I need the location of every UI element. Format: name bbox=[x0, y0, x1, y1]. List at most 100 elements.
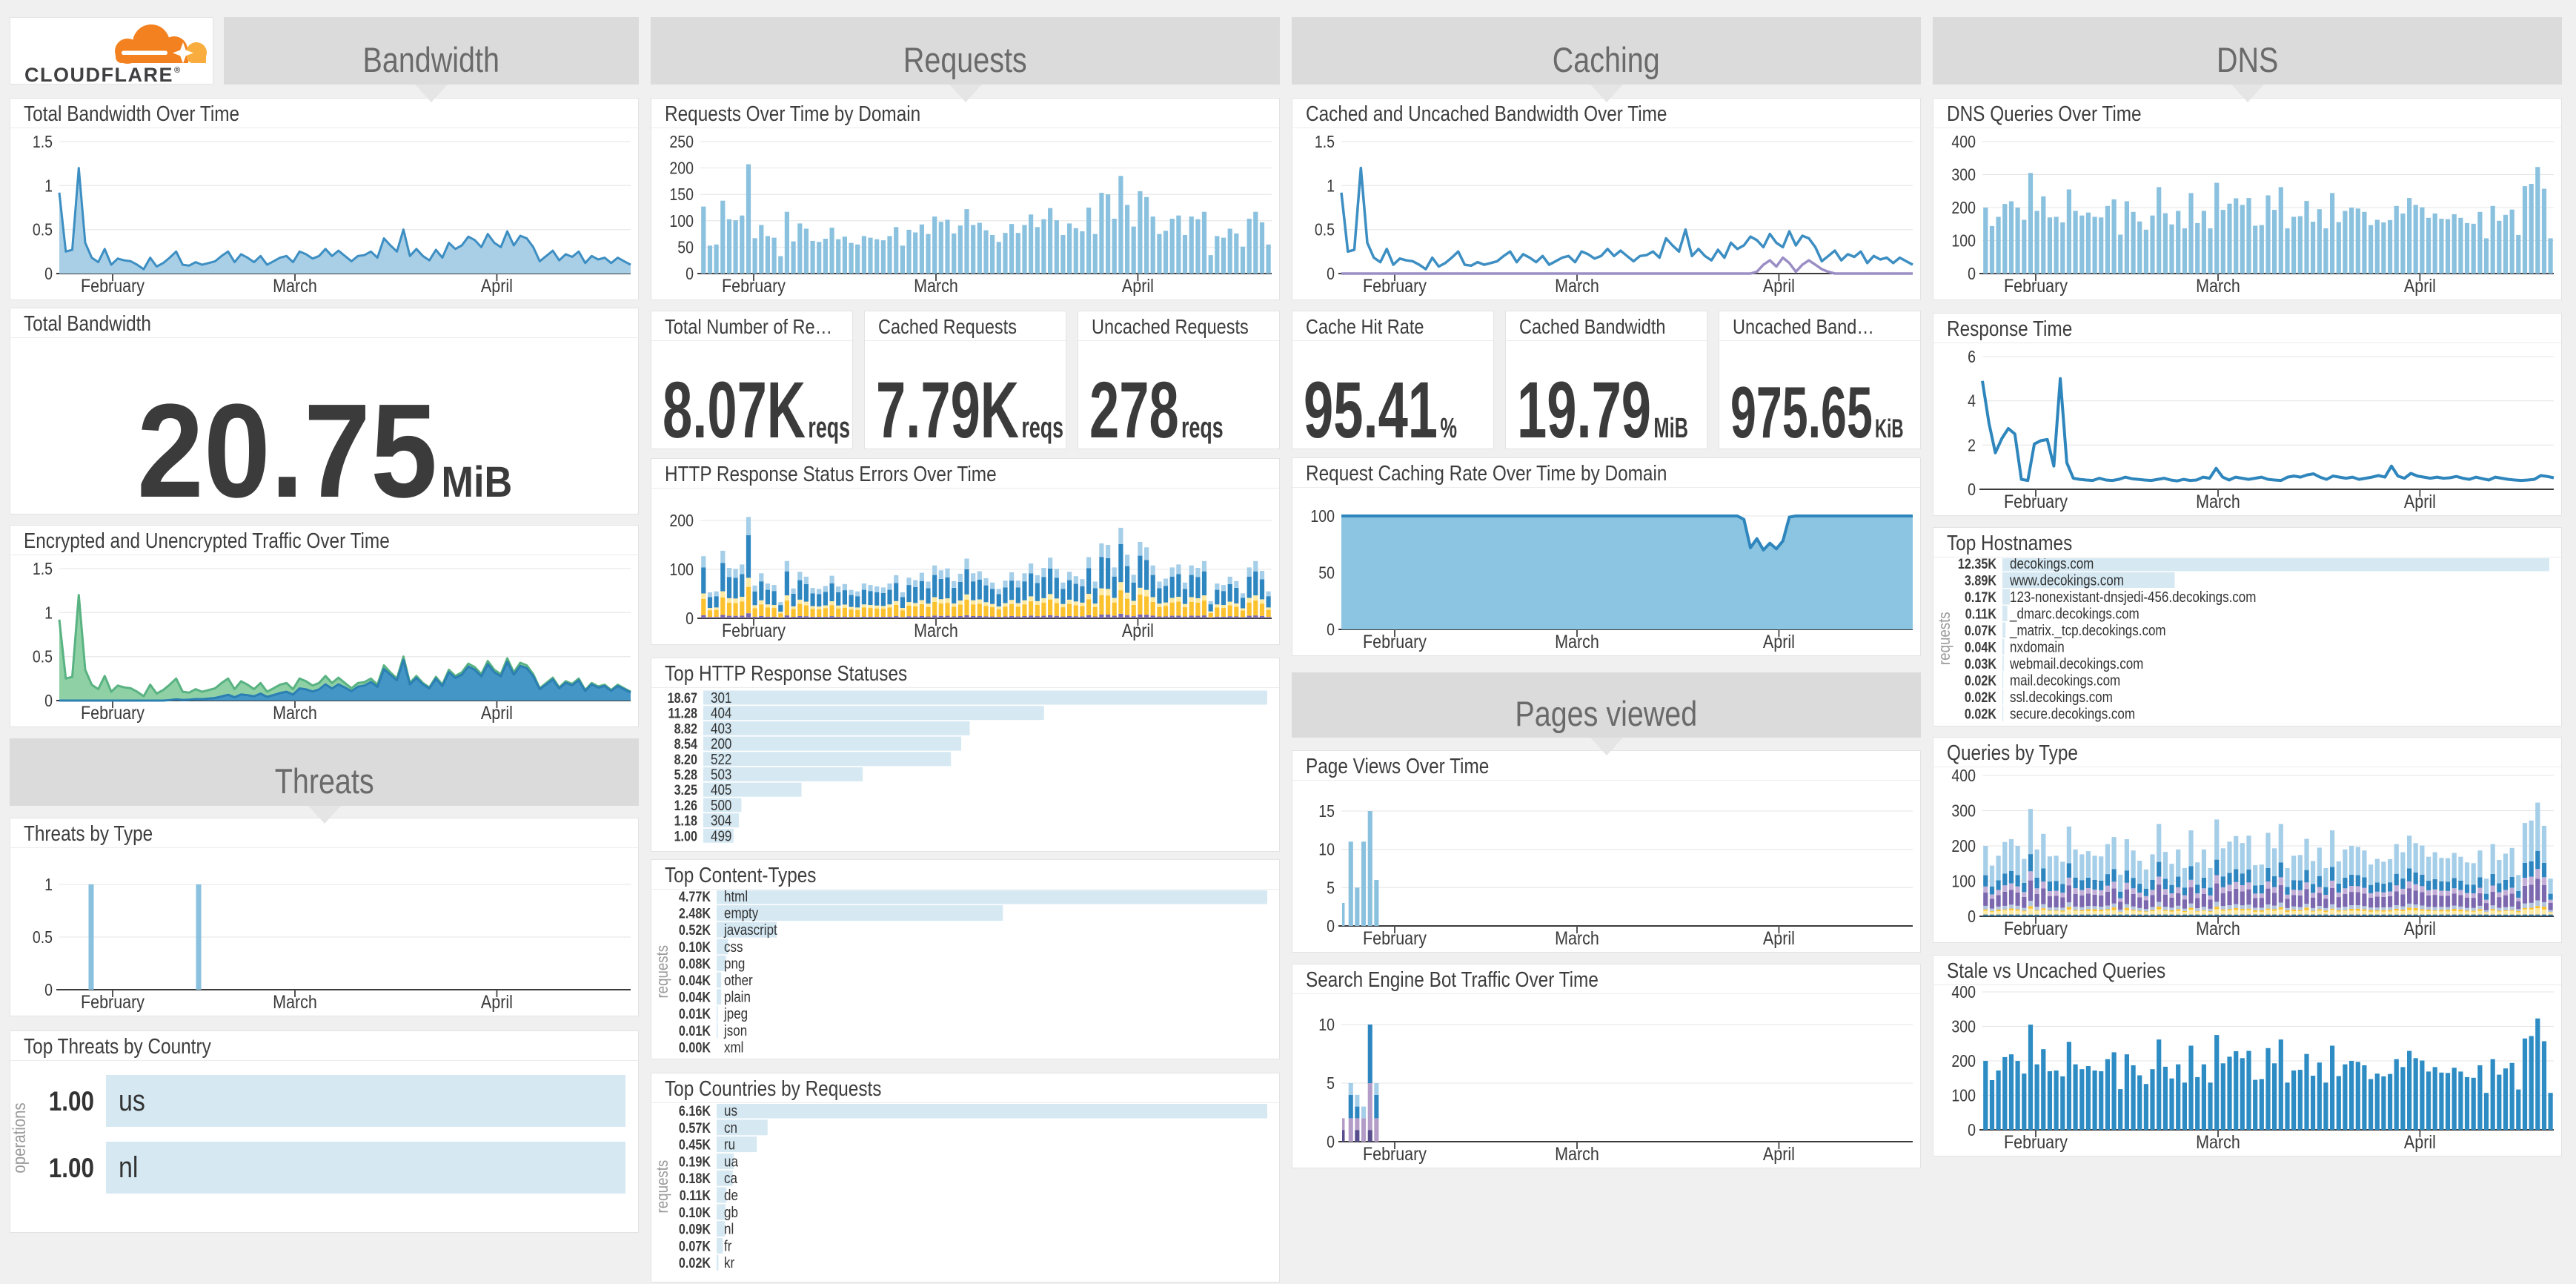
svg-text:February: February bbox=[81, 702, 145, 723]
svg-text:0.01K: 0.01K bbox=[679, 1006, 711, 1022]
svg-text:1: 1 bbox=[1327, 176, 1335, 196]
svg-text:0.5: 0.5 bbox=[33, 220, 53, 239]
svg-text:5: 5 bbox=[1327, 878, 1335, 898]
svg-text:March: March bbox=[273, 991, 317, 1012]
svg-text:8.20: 8.20 bbox=[674, 752, 698, 768]
svg-text:975.65KiB: 975.65KiB bbox=[1730, 373, 1904, 450]
svg-text:18.67: 18.67 bbox=[668, 690, 698, 706]
svg-text:6.16K: 6.16K bbox=[679, 1104, 711, 1119]
svg-text:nxdomain: nxdomain bbox=[2010, 638, 2065, 655]
svg-text:11.28: 11.28 bbox=[668, 705, 697, 721]
svg-text:1.5: 1.5 bbox=[33, 133, 53, 152]
svg-text:200: 200 bbox=[711, 735, 731, 752]
svg-text:0.10K: 0.10K bbox=[679, 1205, 711, 1221]
svg-text:0.11K: 0.11K bbox=[680, 1188, 711, 1204]
svg-text:100: 100 bbox=[1951, 872, 1976, 891]
svg-text:0.18K: 0.18K bbox=[679, 1171, 711, 1187]
svg-text:0: 0 bbox=[1327, 1133, 1335, 1152]
svg-text:499: 499 bbox=[711, 827, 731, 844]
svg-text:_matrix._tcp.decokings.com: _matrix._tcp.decokings.com bbox=[2009, 622, 2165, 640]
svg-text:March: March bbox=[1555, 631, 1599, 652]
svg-text:7.79Kreqs: 7.79Kreqs bbox=[876, 366, 1063, 450]
svg-text:ru: ru bbox=[724, 1136, 735, 1153]
svg-text:200: 200 bbox=[669, 159, 694, 178]
svg-text:0.02K: 0.02K bbox=[1965, 706, 1996, 722]
svg-text:0.11K: 0.11K bbox=[1965, 606, 1996, 622]
svg-text:95.41%: 95.41% bbox=[1304, 366, 1457, 450]
svg-text:0.08K: 0.08K bbox=[679, 956, 711, 972]
svg-text:503: 503 bbox=[711, 766, 731, 783]
svg-text:5.28: 5.28 bbox=[674, 767, 698, 783]
svg-text:html: html bbox=[724, 890, 748, 904]
svg-text:0.5: 0.5 bbox=[33, 647, 53, 666]
svg-text:April: April bbox=[1122, 620, 1154, 641]
svg-text:ua: ua bbox=[724, 1153, 739, 1170]
svg-text:us: us bbox=[119, 1083, 145, 1116]
svg-text:100: 100 bbox=[1310, 507, 1335, 526]
svg-text:0.07K: 0.07K bbox=[1965, 623, 1996, 639]
svg-text:0.03K: 0.03K bbox=[1965, 656, 1996, 672]
svg-text:0.02K: 0.02K bbox=[1965, 689, 1996, 706]
svg-text:April: April bbox=[481, 275, 513, 296]
svg-text:0: 0 bbox=[1327, 917, 1335, 936]
svg-text:0.57K: 0.57K bbox=[679, 1120, 711, 1136]
svg-text:1: 1 bbox=[44, 603, 53, 623]
svg-text:3.89K: 3.89K bbox=[1965, 572, 1996, 589]
svg-text:4.77K: 4.77K bbox=[679, 890, 711, 904]
svg-text:1.26: 1.26 bbox=[674, 798, 698, 814]
svg-text:2: 2 bbox=[1968, 436, 1976, 455]
svg-text:100: 100 bbox=[669, 560, 694, 580]
svg-text:50: 50 bbox=[1318, 563, 1335, 583]
svg-text:10: 10 bbox=[1318, 840, 1335, 859]
svg-text:April: April bbox=[1763, 927, 1795, 948]
svg-text:20.75MiB: 20.75MiB bbox=[137, 377, 512, 515]
svg-text:ssl.decokings.com: ssl.decokings.com bbox=[2010, 689, 2113, 706]
svg-text:March: March bbox=[273, 702, 317, 723]
svg-text:operations: operations bbox=[10, 1102, 29, 1173]
svg-text:400: 400 bbox=[1951, 768, 1976, 785]
svg-text:300: 300 bbox=[1951, 1017, 1976, 1036]
svg-text:April: April bbox=[2404, 275, 2436, 296]
svg-text:0: 0 bbox=[1968, 1121, 1976, 1140]
svg-text:March: March bbox=[2196, 275, 2240, 296]
svg-text:0: 0 bbox=[44, 981, 53, 1000]
svg-text:requests: requests bbox=[1936, 612, 1954, 665]
svg-text:300: 300 bbox=[1951, 165, 1976, 185]
svg-text:April: April bbox=[481, 702, 513, 723]
svg-text:April: April bbox=[1763, 1143, 1795, 1164]
svg-text:March: March bbox=[1555, 927, 1599, 948]
svg-text:1.5: 1.5 bbox=[1315, 133, 1335, 152]
svg-text:February: February bbox=[1363, 927, 1427, 948]
svg-text:0: 0 bbox=[1968, 907, 1976, 927]
svg-text:4: 4 bbox=[1968, 391, 1976, 411]
svg-text:404: 404 bbox=[711, 704, 731, 721]
svg-text:February: February bbox=[81, 991, 145, 1012]
svg-text:March: March bbox=[1555, 275, 1599, 296]
svg-text:0.04K: 0.04K bbox=[679, 989, 711, 1005]
svg-text:xml: xml bbox=[724, 1039, 743, 1056]
svg-text:April: April bbox=[1763, 275, 1795, 296]
svg-text:March: March bbox=[1555, 1143, 1599, 1164]
svg-text:0.5: 0.5 bbox=[33, 928, 53, 947]
svg-text:March: March bbox=[273, 275, 317, 296]
svg-text:February: February bbox=[2004, 491, 2068, 512]
svg-text:mail.decokings.com: mail.decokings.com bbox=[2010, 672, 2120, 689]
svg-text:1: 1 bbox=[44, 876, 53, 895]
svg-text:April: April bbox=[1122, 275, 1154, 296]
svg-text:100: 100 bbox=[1951, 231, 1976, 251]
svg-text:1.18: 1.18 bbox=[674, 813, 698, 829]
svg-text:February: February bbox=[1363, 275, 1427, 296]
svg-text:6: 6 bbox=[1968, 348, 1976, 367]
svg-text:0.19K: 0.19K bbox=[679, 1154, 711, 1170]
svg-text:April: April bbox=[2404, 918, 2436, 939]
svg-text:February: February bbox=[722, 620, 786, 641]
svg-text:nl: nl bbox=[724, 1220, 734, 1237]
svg-text:200: 200 bbox=[1951, 199, 1976, 218]
svg-text:March: March bbox=[2196, 918, 2240, 939]
svg-text:February: February bbox=[722, 275, 786, 296]
svg-text:_dmarc.decokings.com: _dmarc.decokings.com bbox=[2009, 605, 2140, 623]
svg-text:jpeg: jpeg bbox=[723, 1005, 748, 1022]
svg-text:12.35K: 12.35K bbox=[1958, 558, 1996, 572]
svg-text:0.00K: 0.00K bbox=[679, 1039, 711, 1056]
svg-text:400: 400 bbox=[1951, 133, 1976, 152]
